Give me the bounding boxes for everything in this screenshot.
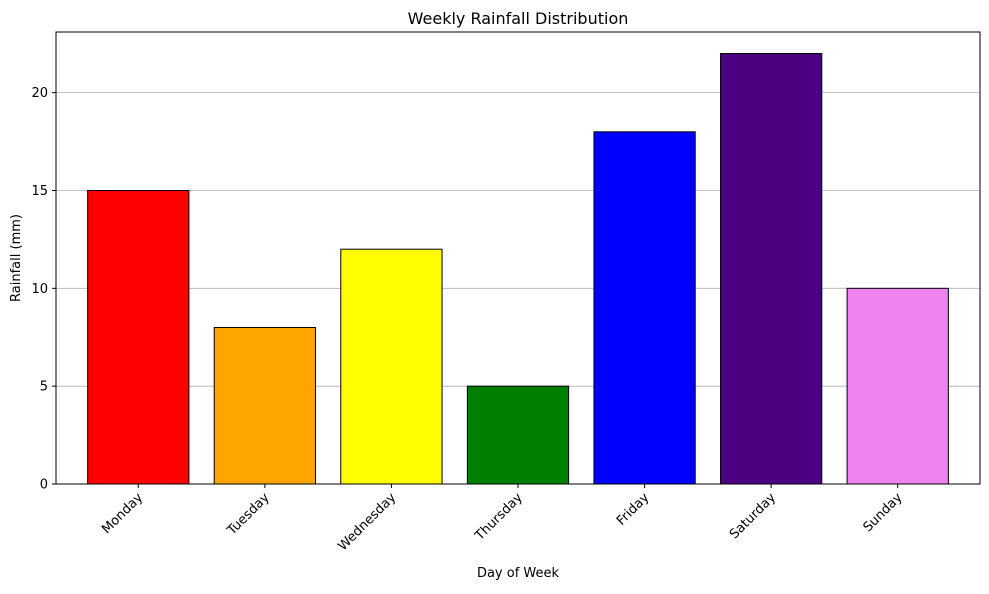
bars <box>87 53 949 485</box>
x-tick-label: Friday <box>614 490 653 529</box>
x-axis-ticks: Monday Tuesday Wednesday Thursday Friday Satu… <box>99 484 906 554</box>
grid-lines <box>56 92 980 387</box>
x-tick-label: Thursday <box>472 490 526 544</box>
bar-monday <box>87 189 190 485</box>
bar-tuesday <box>213 326 316 485</box>
y-tick-label: 15 <box>31 184 48 199</box>
bar-sunday <box>846 287 949 485</box>
y-tick-label: 20 <box>31 86 48 101</box>
y-tick-label: 0 <box>40 478 48 493</box>
bar-friday <box>593 131 696 485</box>
x-tick-label: Saturday <box>727 490 779 542</box>
chart-title: Weekly Rainfall Distribution <box>408 9 629 28</box>
y-tick-label: 10 <box>31 282 48 297</box>
bar-thursday <box>466 385 570 485</box>
x-tick-label: Sunday <box>861 490 906 535</box>
y-axis-label: Rainfall (mm) <box>9 214 24 302</box>
x-tick-label: Wednesday <box>335 490 399 554</box>
x-tick-label: Monday <box>99 490 146 537</box>
y-axis-ticks: 0 5 10 15 20 <box>31 86 56 493</box>
bar-wednesday <box>340 248 443 485</box>
x-tick-label: Tuesday <box>224 490 273 539</box>
x-axis-label: Day of Week <box>477 566 560 581</box>
bar-saturday <box>720 53 823 485</box>
y-tick-label: 5 <box>40 380 48 395</box>
